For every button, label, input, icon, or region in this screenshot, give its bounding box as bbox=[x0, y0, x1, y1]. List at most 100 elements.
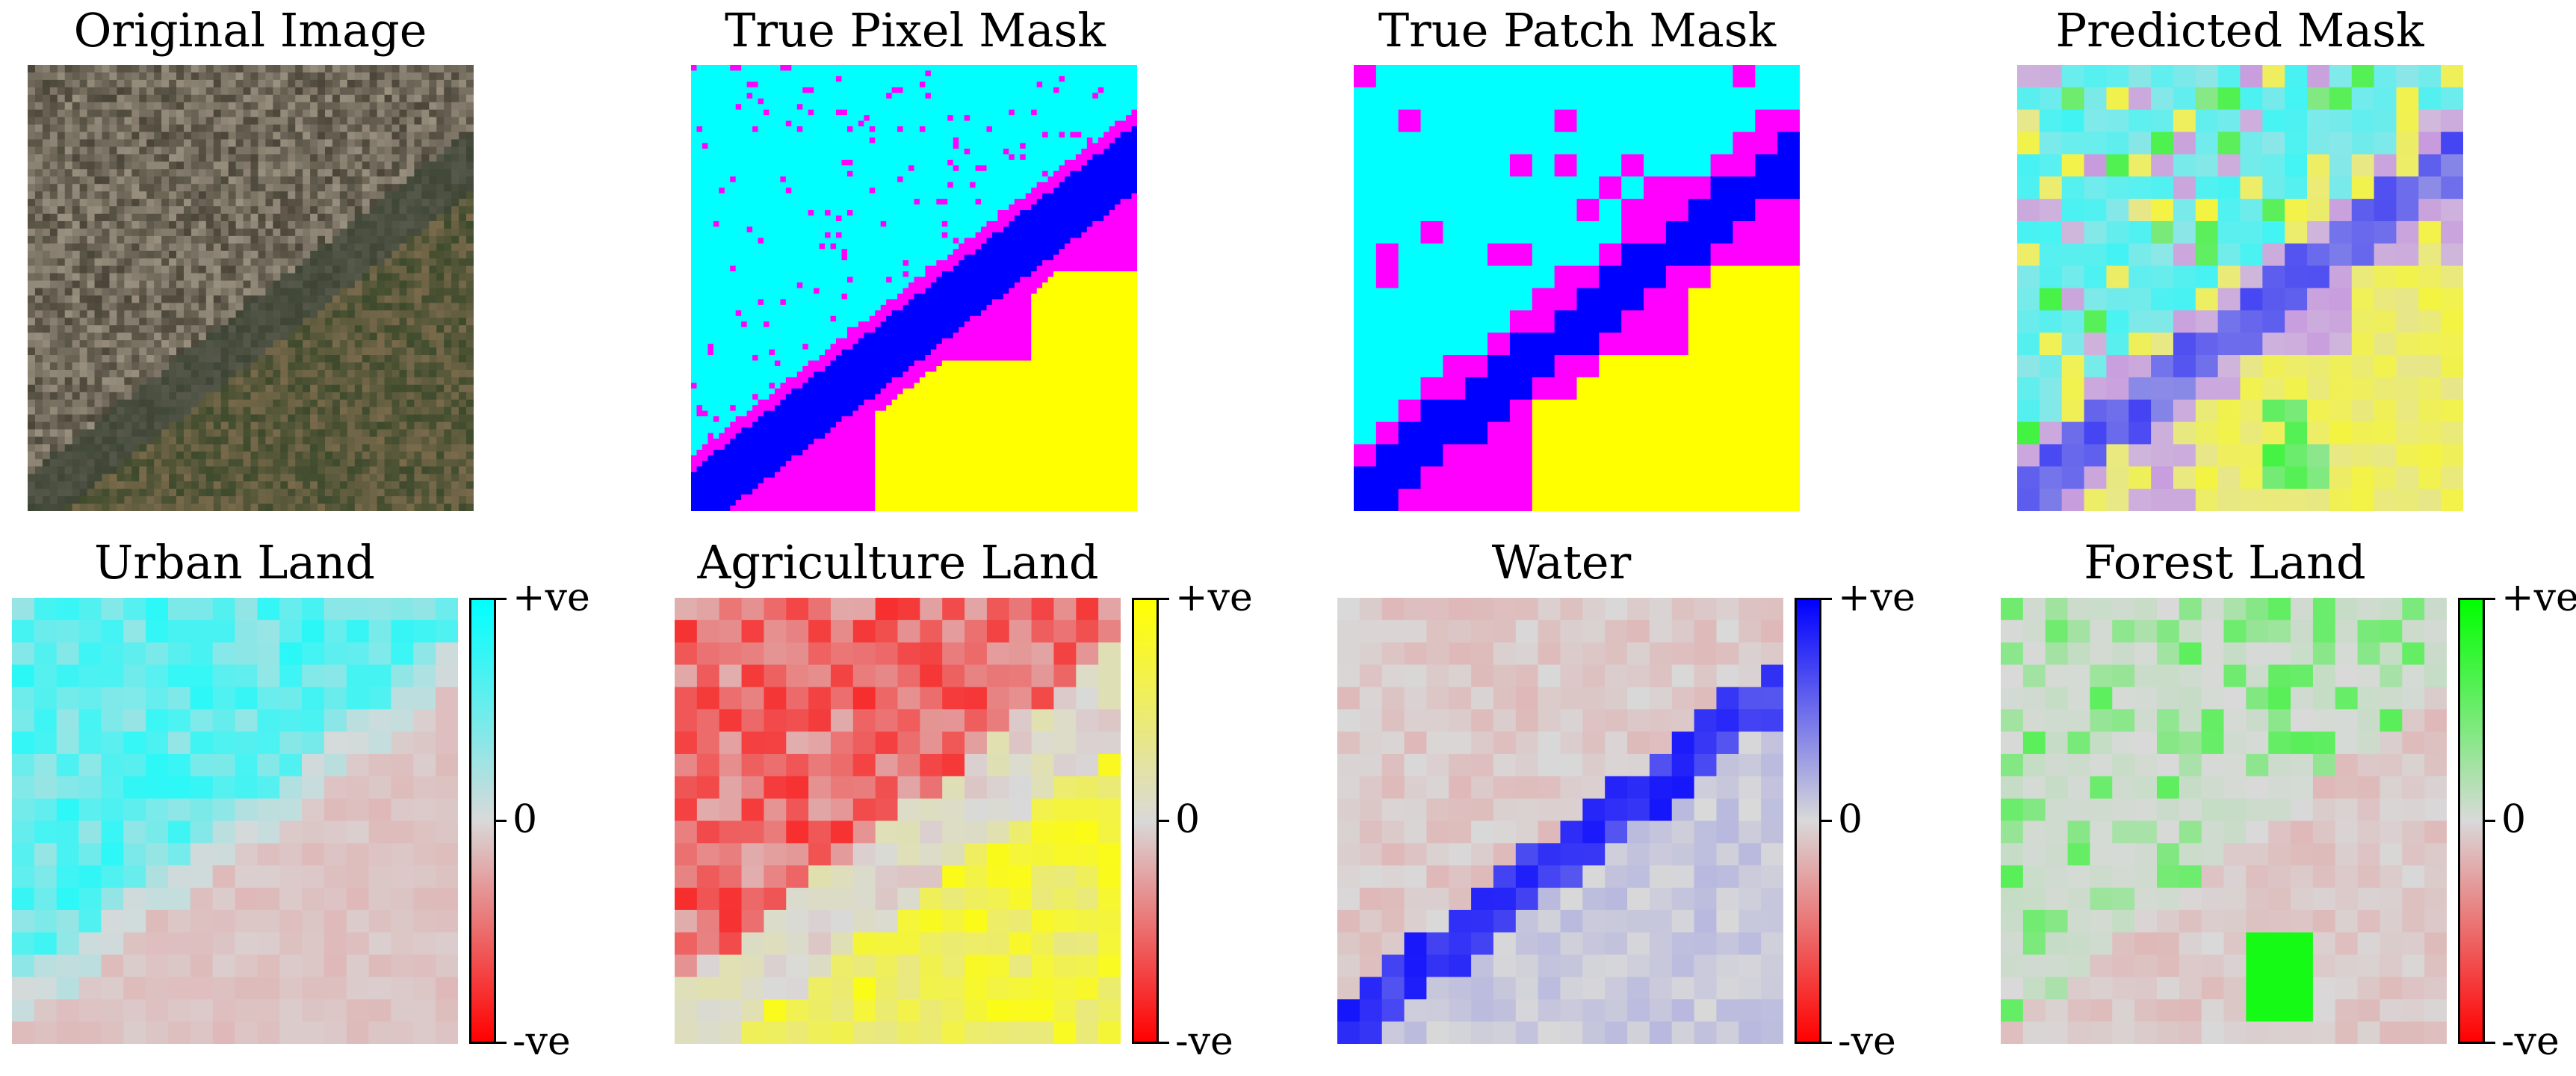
pixel-cell bbox=[730, 132, 737, 138]
satellite-pixel bbox=[124, 399, 132, 408]
satellite-pixel bbox=[94, 72, 103, 81]
satellite-pixel bbox=[183, 481, 192, 489]
satellite-pixel bbox=[303, 265, 311, 274]
satellite-pixel bbox=[139, 444, 147, 452]
satellite-pixel bbox=[87, 451, 96, 460]
satellite-pixel bbox=[310, 132, 318, 140]
satellite-pixel bbox=[176, 214, 185, 222]
satellite-pixel bbox=[369, 444, 378, 452]
satellite-pixel bbox=[310, 87, 318, 96]
satellite-pixel bbox=[369, 414, 378, 423]
satellite-pixel bbox=[79, 191, 88, 200]
satellite-pixel bbox=[362, 72, 371, 81]
satellite-pixel bbox=[64, 191, 73, 200]
satellite-pixel bbox=[318, 258, 326, 267]
satellite-pixel bbox=[176, 117, 185, 126]
satellite-pixel bbox=[191, 273, 199, 282]
satellite-pixel bbox=[42, 250, 51, 259]
pixel-cell bbox=[925, 81, 932, 88]
pixel-cell bbox=[752, 137, 759, 144]
satellite-pixel bbox=[146, 184, 155, 192]
pixel-cell bbox=[696, 132, 703, 138]
satellite-pixel bbox=[280, 355, 288, 363]
satellite-pixel bbox=[384, 347, 393, 356]
satellite-pixel bbox=[429, 258, 437, 267]
pixel-cell bbox=[808, 98, 814, 105]
satellite-pixel bbox=[205, 325, 214, 333]
satellite-pixel bbox=[406, 377, 415, 386]
pixel-cell bbox=[785, 75, 792, 82]
satellite-pixel bbox=[154, 340, 162, 348]
satellite-pixel bbox=[391, 303, 400, 311]
pixel-cell bbox=[764, 143, 770, 149]
satellite-pixel bbox=[102, 109, 111, 118]
satellite-pixel bbox=[310, 384, 318, 393]
satellite-pixel bbox=[399, 310, 408, 318]
satellite-pixel bbox=[183, 102, 192, 111]
satellite-pixel bbox=[399, 87, 408, 96]
satellite-pixel bbox=[347, 355, 356, 363]
satellite-pixel bbox=[176, 459, 185, 467]
satellite-pixel bbox=[265, 65, 273, 73]
satellite-pixel bbox=[391, 318, 400, 326]
satellite-pixel bbox=[280, 169, 288, 177]
pixel-cell bbox=[1025, 143, 1032, 149]
satellite-pixel bbox=[117, 199, 125, 207]
satellite-pixel bbox=[124, 459, 132, 467]
satellite-pixel bbox=[250, 243, 259, 252]
satellite-pixel bbox=[72, 369, 81, 378]
satellite-pixel bbox=[191, 228, 199, 237]
satellite-pixel bbox=[280, 451, 288, 460]
satellite-pixel bbox=[198, 220, 207, 229]
satellite-pixel bbox=[124, 362, 132, 371]
satellite-pixel bbox=[146, 72, 155, 81]
pixel-cell bbox=[1059, 70, 1065, 77]
satellite-pixel bbox=[117, 146, 125, 155]
satellite-pixel bbox=[399, 459, 408, 467]
satellite-pixel bbox=[64, 392, 73, 401]
satellite-pixel bbox=[459, 265, 467, 274]
pixel-cell bbox=[836, 143, 843, 149]
satellite-pixel bbox=[414, 72, 422, 81]
satellite-pixel bbox=[154, 288, 162, 297]
satellite-pixel bbox=[325, 124, 333, 133]
satellite-pixel bbox=[421, 347, 430, 356]
satellite-pixel bbox=[265, 79, 273, 88]
satellite-pixel bbox=[49, 169, 58, 177]
satellite-pixel bbox=[131, 199, 140, 207]
satellite-pixel bbox=[34, 220, 43, 229]
satellite-pixel bbox=[325, 72, 333, 81]
satellite-pixel bbox=[235, 132, 244, 140]
satellite-pixel bbox=[213, 347, 222, 356]
satellite-pixel bbox=[295, 399, 303, 408]
satellite-pixel bbox=[429, 250, 437, 259]
satellite-pixel bbox=[466, 436, 474, 445]
satellite-pixel bbox=[57, 191, 66, 200]
pixel-cell bbox=[991, 126, 999, 133]
satellite-pixel bbox=[354, 406, 363, 415]
satellite-pixel bbox=[228, 161, 237, 170]
satellite-pixel bbox=[436, 318, 445, 326]
satellite-pixel bbox=[347, 429, 356, 438]
satellite-pixel bbox=[318, 421, 326, 430]
satellite-pixel bbox=[369, 280, 378, 289]
satellite-pixel bbox=[154, 310, 162, 318]
satellite-pixel bbox=[354, 199, 363, 207]
pixel-cell bbox=[1131, 143, 1137, 149]
pixel-cell bbox=[981, 154, 988, 161]
satellite-pixel bbox=[42, 303, 51, 311]
satellite-pixel bbox=[183, 451, 192, 460]
satellite-pixel bbox=[332, 377, 341, 386]
pixel-cell bbox=[1036, 154, 1043, 161]
satellite-pixel bbox=[459, 214, 467, 222]
satellite-pixel bbox=[243, 340, 252, 348]
satellite-pixel bbox=[459, 124, 467, 133]
satellite-pixel bbox=[406, 109, 415, 118]
satellite-pixel bbox=[57, 102, 66, 111]
pixel-cell bbox=[1020, 70, 1027, 77]
satellite-pixel bbox=[451, 414, 459, 423]
satellite-pixel bbox=[131, 504, 140, 511]
pixel-cell bbox=[724, 148, 731, 155]
satellite-pixel bbox=[332, 72, 341, 81]
satellite-pixel bbox=[220, 481, 229, 489]
